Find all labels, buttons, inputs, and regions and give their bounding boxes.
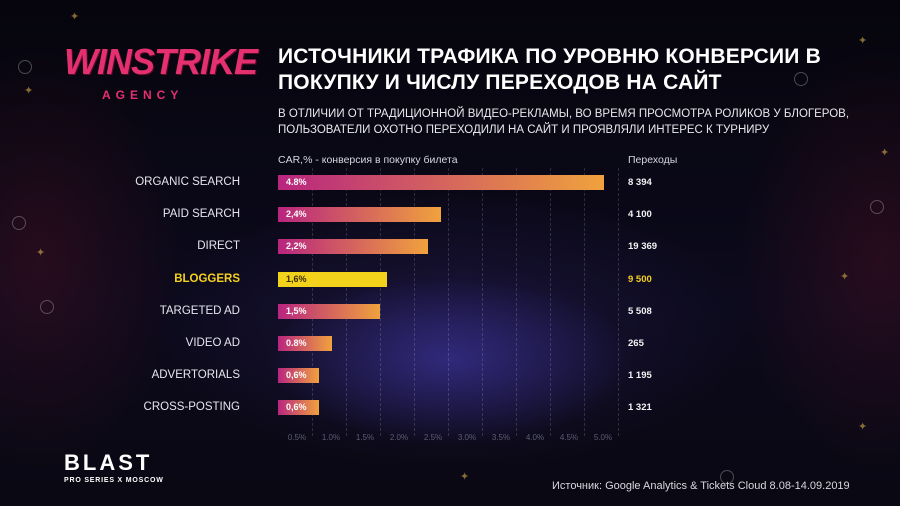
sparkle-icon: ✦: [70, 11, 80, 23]
ring-icon: [794, 72, 808, 86]
bar-value-label: 0,6%: [286, 402, 307, 413]
gridline: [516, 168, 517, 436]
x-tick-label: 2.0%: [389, 433, 409, 442]
ring-icon: [12, 216, 26, 230]
ring-icon: [720, 470, 734, 484]
bar-value-label: 1,6%: [286, 273, 307, 284]
logo-main-text: WINSTRIKE: [64, 41, 258, 82]
gridline: [482, 168, 483, 436]
sparkle-icon: ✦: [858, 35, 868, 47]
sparkle-icon: ✦: [880, 147, 890, 159]
logo-sub-text: AGENCY: [102, 88, 184, 102]
gridline: [380, 168, 381, 436]
bar: 1,5%: [278, 303, 380, 319]
bar: 2,2%: [278, 239, 428, 255]
bar-value-label: 0.8%: [286, 338, 307, 348]
x-tick-label: 4.5%: [559, 433, 579, 442]
page-title: ИСТОЧНИКИ ТРАФИКА ПО УРОВНЮ КОНВЕРСИИ В …: [278, 45, 821, 94]
gridline: [448, 168, 449, 436]
bar: 0,6%: [278, 400, 319, 416]
visits-value: 1 321: [628, 402, 652, 414]
chart-row: TARGETED AD 1,5% 5 508: [0, 303, 900, 321]
ring-icon: [18, 60, 32, 74]
visits-column-label: Переходы: [628, 154, 678, 166]
bar-value-label: 2,2%: [286, 241, 307, 252]
chart-row: ADVERTORIALS 0,6% 1 195: [0, 368, 900, 385]
bar: 0,6%: [278, 368, 319, 384]
sparkle-icon: ✦: [24, 85, 34, 97]
chart-row: CROSS-POSTING 0,6% 1 321: [0, 400, 900, 417]
visits-value: 4 100: [628, 209, 652, 221]
source-note: Источник: Google Analytics & Tickets Clo…: [552, 480, 850, 492]
x-tick-label: 2.5%: [423, 433, 443, 442]
visits-value: 9 500: [628, 273, 652, 285]
x-tick-label: 1.0%: [321, 433, 341, 442]
blast-logo-subtext: PRO SERIES X MOSCOW: [64, 477, 164, 484]
sparkle-icon: ✦: [36, 247, 46, 259]
bar-value-label: 2,4%: [286, 209, 307, 220]
gridline: [550, 168, 551, 436]
visits-value: 8 394: [628, 177, 652, 188]
visits-value: 19 369: [628, 241, 658, 253]
category-label: ADVERTORIALS: [151, 369, 240, 382]
category-label: ORGANIC SEARCH: [135, 176, 240, 188]
chart-row: PAID SEARCH 2,4% 4 100: [0, 207, 900, 224]
x-tick-label: 0.5%: [287, 433, 307, 442]
gridline: [312, 168, 313, 436]
sparkle-icon: ✦: [460, 471, 470, 483]
blast-logo: BLAST PRO SERIES X MOSCOW: [64, 450, 164, 485]
bar: 1,6%: [278, 271, 387, 287]
category-label: TARGETED AD: [159, 304, 240, 317]
category-label: BLOGGERS: [174, 272, 240, 285]
gridline: [346, 168, 347, 436]
x-tick-label: 4.0%: [525, 433, 545, 442]
blast-logo-text: BLAST: [64, 450, 153, 475]
bar-value-label: 4.8%: [286, 177, 307, 187]
gridline: [414, 168, 415, 436]
ring-icon: [40, 300, 54, 314]
chart-row: VIDEO AD 0.8% 265: [0, 336, 900, 353]
sparkle-icon: ✦: [840, 271, 850, 283]
visits-value: 265: [628, 338, 644, 349]
sparkle-icon: ✦: [858, 421, 868, 433]
chart-row: DIRECT 2,2% 19 369: [0, 239, 900, 256]
bar: 4.8%: [278, 175, 605, 190]
category-label: DIRECT: [197, 240, 240, 253]
visits-value: 1 195: [628, 370, 652, 382]
winstrike-logo: WINSTRIKE AGENCY: [64, 41, 258, 103]
visits-value: 5 508: [628, 305, 652, 317]
bar: 0.8%: [278, 336, 333, 351]
gridline: [618, 168, 619, 436]
category-label: PAID SEARCH: [162, 208, 240, 221]
x-tick-label: 3.0%: [457, 433, 477, 442]
value-axis-label: CAR,% - конверсия в покупку билета: [278, 154, 458, 166]
x-tick-label: 1.5%: [355, 433, 375, 442]
gridline: [584, 168, 585, 436]
page-subtitle: В ОТЛИЧИИ ОТ ТРАДИЦИОННОЙ ВИДЕО-РЕКЛАМЫ,…: [278, 108, 850, 136]
bar: 2,4%: [278, 207, 442, 223]
category-label: CROSS-POSTING: [143, 401, 240, 414]
x-tick-label: 5.0%: [593, 433, 613, 442]
bar-value-label: 0,6%: [286, 370, 307, 381]
chart-row: ORGANIC SEARCH 4.8% 8 394: [0, 175, 900, 192]
category-label: VIDEO AD: [185, 337, 240, 349]
chart-row: BLOGGERS 1,6% 9 500: [0, 271, 900, 289]
ring-icon: [870, 200, 884, 214]
bar-value-label: 1,5%: [286, 305, 307, 316]
x-tick-label: 3.5%: [491, 433, 511, 442]
